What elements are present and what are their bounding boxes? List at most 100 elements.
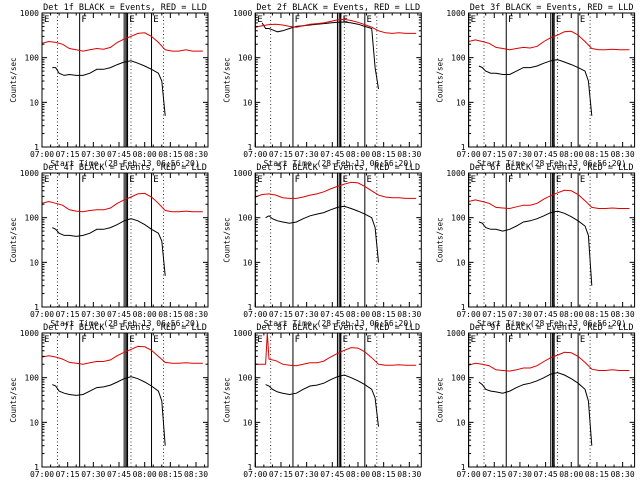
y-axis-label: Counts/sec bbox=[9, 57, 18, 102]
x-tick-label: 07:30 bbox=[81, 310, 105, 319]
x-tick-label: 07:45 bbox=[534, 310, 558, 319]
y-axis-label: Counts/sec bbox=[222, 217, 231, 262]
flag-label: E bbox=[367, 175, 372, 185]
x-tick-label: 08:30 bbox=[611, 150, 635, 159]
series-lld-line bbox=[254, 18, 417, 34]
x-tick-label: 07:45 bbox=[320, 150, 344, 159]
y-tick-label: 1 bbox=[34, 303, 39, 312]
x-tick-label: 08:15 bbox=[158, 470, 182, 479]
x-axis-label: Start Time (28-Feb-13 06:56:20) bbox=[477, 159, 626, 168]
flag-label: E bbox=[257, 175, 262, 185]
x-tick-label: 08:30 bbox=[611, 470, 635, 479]
panel-title: Det 8f BLACK = Events, RED = LLD bbox=[256, 323, 420, 333]
flag-label: F bbox=[508, 175, 513, 185]
x-tick-label: 08:15 bbox=[585, 470, 609, 479]
x-tick-label: 07:45 bbox=[320, 470, 344, 479]
y-tick-label: 1000 bbox=[20, 329, 39, 338]
x-tick-label: 07:00 bbox=[457, 310, 481, 319]
y-tick-label: 10 bbox=[243, 98, 253, 107]
y-tick-label: 1 bbox=[34, 463, 39, 472]
panel-det-9: Det 9f BLACK = Events, RED = LLD Counts/s… bbox=[436, 323, 636, 480]
x-tick-label: 07:00 bbox=[457, 470, 481, 479]
y-axis-label: Counts/sec bbox=[9, 217, 18, 262]
y-tick-label: 100 bbox=[238, 374, 253, 383]
y-tick-label: 100 bbox=[451, 214, 466, 223]
panel-title: Det 2f BLACK = Events, RED = LLD bbox=[256, 3, 420, 13]
flag-label: E bbox=[580, 15, 585, 25]
y-tick-label: 1000 bbox=[446, 329, 465, 338]
panel-det-3: Det 3f BLACK = Events, RED = LLD Counts/s… bbox=[436, 3, 636, 168]
x-tick-label: 08:00 bbox=[133, 470, 157, 479]
flag-label: F bbox=[81, 335, 86, 345]
flag-label: E bbox=[580, 175, 585, 185]
panel-title: Det 7f BLACK = Events, RED = LLD bbox=[43, 323, 207, 333]
y-tick-label: 1 bbox=[461, 463, 466, 472]
y-axis-label: Counts/sec bbox=[436, 217, 445, 262]
x-tick-label: 08:30 bbox=[397, 470, 421, 479]
y-tick-label: 1000 bbox=[20, 169, 39, 178]
series-events-line bbox=[478, 210, 593, 286]
flag-label: E bbox=[129, 15, 134, 25]
x-tick-label: 08:30 bbox=[611, 310, 635, 319]
x-tick-label: 07:30 bbox=[81, 470, 105, 479]
flag-label: E bbox=[153, 175, 158, 185]
y-tick-label: 10 bbox=[456, 258, 466, 267]
flag-label: E bbox=[471, 335, 476, 345]
y-tick-label: 10 bbox=[456, 98, 466, 107]
x-tick-label: 08:15 bbox=[372, 310, 396, 319]
series-events-line bbox=[52, 376, 166, 446]
y-axis-label: Counts/sec bbox=[222, 377, 231, 422]
flag-label: E bbox=[44, 335, 49, 345]
flag-label: E bbox=[44, 175, 49, 185]
x-tick-label: 07:15 bbox=[482, 310, 506, 319]
x-tick-label: 07:30 bbox=[508, 470, 532, 479]
panel-det-6: Det 6f BLACK = Events, RED = LLD Counts/s… bbox=[436, 163, 636, 328]
plot-frame bbox=[468, 12, 636, 148]
series-lld-line bbox=[254, 181, 417, 199]
series-lld-line bbox=[41, 192, 203, 213]
x-tick-label: 07:45 bbox=[107, 470, 131, 479]
flag-label: F bbox=[81, 175, 86, 185]
y-axis-label: Counts/sec bbox=[222, 57, 231, 102]
y-tick-label: 100 bbox=[25, 214, 40, 223]
y-tick-label: 1000 bbox=[20, 9, 39, 18]
x-tick-label: 07:00 bbox=[243, 150, 267, 159]
y-tick-label: 10 bbox=[243, 258, 253, 267]
panel-det-2: Det 2f BLACK = Events, RED = LLD Counts/s… bbox=[222, 3, 422, 168]
flag-label: E bbox=[367, 335, 372, 345]
series-events-line bbox=[261, 21, 379, 89]
x-tick-label: 07:15 bbox=[269, 310, 293, 319]
x-tick-label: 07:00 bbox=[243, 310, 267, 319]
y-axis-label: Counts/sec bbox=[9, 377, 18, 422]
y-tick-label: 100 bbox=[238, 214, 253, 223]
y-tick-label: 100 bbox=[238, 54, 253, 63]
flag-label: E bbox=[343, 175, 348, 185]
series-lld-line bbox=[255, 332, 417, 367]
y-tick-label: 100 bbox=[25, 374, 40, 383]
flag-label: E bbox=[257, 15, 262, 25]
panel-det-4: Det 4f BLACK = Events, RED = LLD Counts/s… bbox=[9, 163, 209, 328]
panel-title: Det 4f BLACK = Events, RED = LLD bbox=[43, 163, 207, 173]
x-tick-label: 07:15 bbox=[482, 150, 506, 159]
panel-det-7: Det 7f BLACK = Events, RED = LLD Counts/s… bbox=[9, 323, 209, 480]
y-tick-label: 1 bbox=[247, 303, 252, 312]
x-tick-label: 08:15 bbox=[372, 150, 396, 159]
plot-frame bbox=[254, 12, 422, 148]
flag-label: E bbox=[257, 335, 262, 345]
y-tick-label: 1000 bbox=[446, 169, 465, 178]
x-tick-label: 08:00 bbox=[559, 150, 583, 159]
x-tick-label: 07:45 bbox=[534, 150, 558, 159]
x-tick-label: 08:00 bbox=[346, 150, 370, 159]
x-tick-label: 08:00 bbox=[559, 310, 583, 319]
y-tick-label: 1 bbox=[461, 143, 466, 152]
flag-label: E bbox=[153, 335, 158, 345]
series-lld-line bbox=[468, 189, 630, 210]
flag-label: F bbox=[81, 15, 86, 25]
x-tick-label: 08:15 bbox=[585, 310, 609, 319]
x-tick-label: 07:45 bbox=[107, 310, 131, 319]
y-tick-label: 1 bbox=[247, 143, 252, 152]
x-axis-label: Start Time (28-Feb-13 06:56:20) bbox=[477, 319, 626, 328]
panel-title: Det 3f BLACK = Events, RED = LLD bbox=[470, 3, 634, 13]
y-tick-label: 1 bbox=[247, 463, 252, 472]
